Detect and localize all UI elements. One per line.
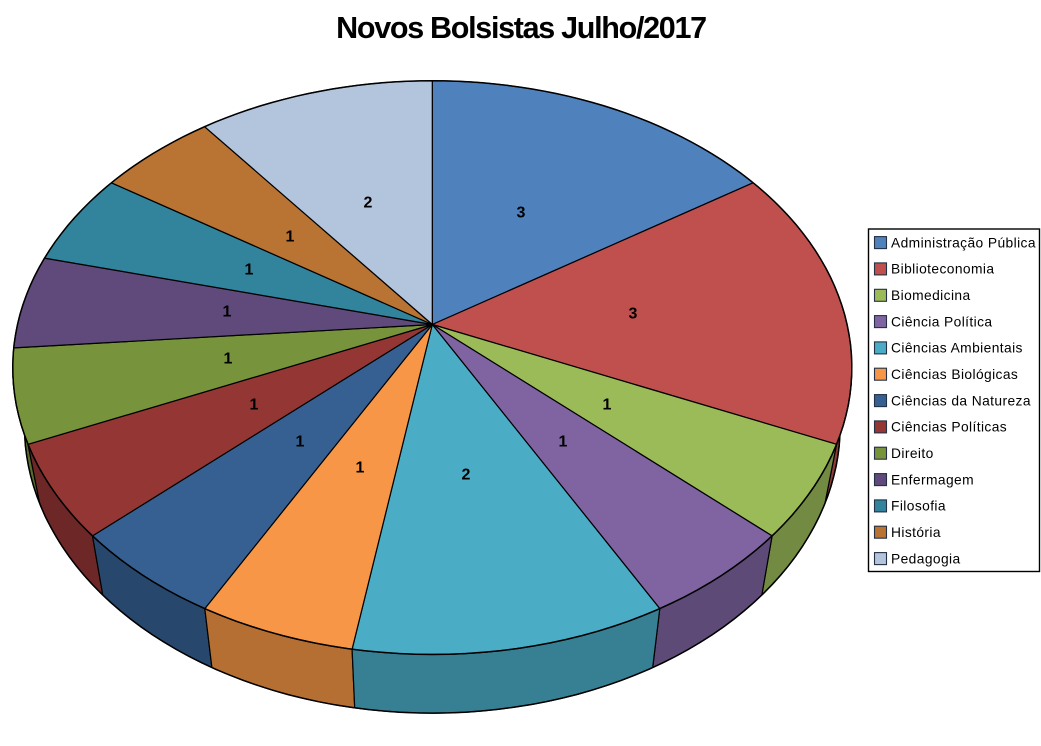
svg-text:História: História [891, 525, 941, 540]
svg-text:1: 1 [223, 304, 232, 321]
svg-text:1: 1 [245, 262, 254, 279]
svg-text:2: 2 [462, 467, 471, 484]
svg-text:Enfermagem: Enfermagem [891, 472, 974, 487]
svg-text:1: 1 [224, 351, 233, 368]
svg-text:Filosofia: Filosofia [891, 499, 946, 514]
svg-text:2: 2 [364, 195, 373, 212]
svg-text:Biblioteconomia: Biblioteconomia [891, 262, 994, 277]
svg-text:Biomedicina: Biomedicina [891, 288, 971, 303]
svg-text:3: 3 [517, 205, 526, 222]
svg-text:3: 3 [629, 306, 638, 323]
svg-text:Ciências da Natureza: Ciências da Natureza [891, 393, 1031, 408]
svg-text:1: 1 [250, 397, 259, 414]
svg-text:Pedagogia: Pedagogia [891, 551, 961, 566]
svg-text:Direito: Direito [891, 446, 934, 461]
svg-text:Administração Pública: Administração Pública [891, 235, 1036, 250]
svg-text:1: 1 [286, 229, 295, 246]
svg-text:Ciências Ambientais: Ciências Ambientais [891, 341, 1023, 356]
svg-text:Ciências Biológicas: Ciências Biológicas [891, 367, 1018, 382]
svg-text:1: 1 [603, 397, 612, 414]
svg-text:1: 1 [356, 460, 365, 477]
svg-text:1: 1 [559, 434, 568, 451]
svg-text:Ciência Política: Ciência Política [891, 314, 993, 329]
svg-text:Ciências Políticas: Ciências Políticas [891, 420, 1007, 435]
svg-text:Novos Bolsistas Julho/2017: Novos Bolsistas Julho/2017 [336, 11, 706, 45]
svg-text:1: 1 [296, 434, 305, 451]
